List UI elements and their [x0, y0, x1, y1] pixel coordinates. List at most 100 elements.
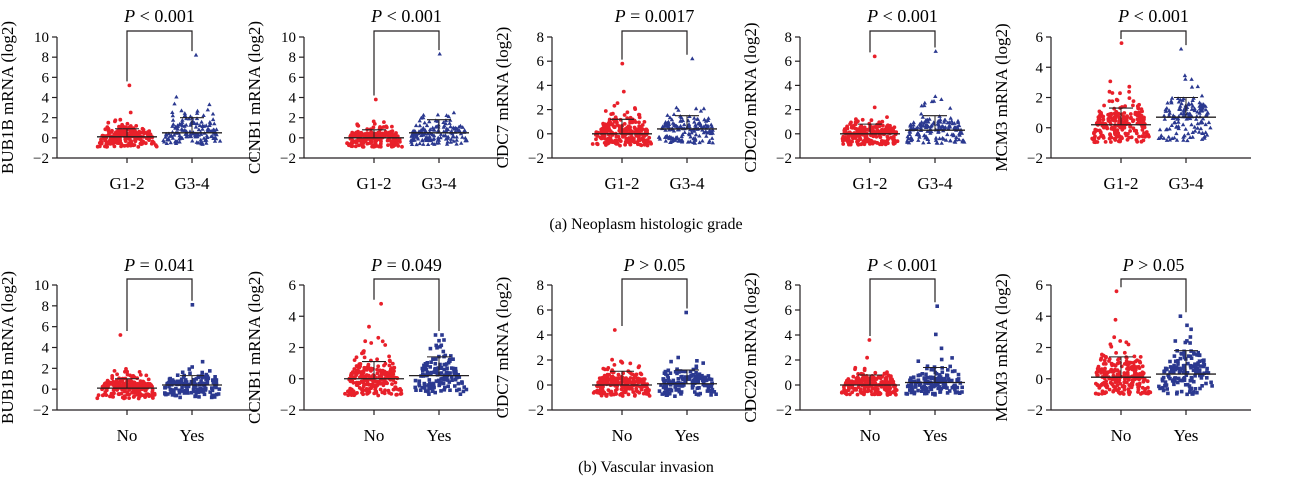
- data-point: [1140, 370, 1145, 375]
- data-point: [1205, 370, 1209, 375]
- plot-b-5: −2 0 2 4 6 No Yes MCM3 mRNA (log2) P > 0.05: [992, 255, 1251, 445]
- data-point: [885, 134, 890, 139]
- data-point: [938, 117, 943, 122]
- data-point: [450, 378, 454, 382]
- data-point: [939, 141, 944, 145]
- data-point: [1198, 364, 1203, 368]
- y-axis-label: CDC7 mRNA (log2): [493, 27, 512, 169]
- y-tick-label: 0: [289, 372, 297, 388]
- data-point: [449, 354, 453, 358]
- data-point: [1139, 107, 1144, 111]
- data-point: [706, 374, 711, 378]
- data-point: [941, 120, 947, 124]
- p-value-label: P = 0.0017: [614, 6, 695, 26]
- data-point: [210, 388, 215, 393]
- data-point: [698, 391, 702, 396]
- data-point: [446, 378, 450, 382]
- data-point: [1189, 356, 1194, 360]
- data-point: [1107, 89, 1112, 94]
- data-point: [1185, 131, 1191, 136]
- data-point: [1197, 110, 1202, 115]
- data-point: [709, 122, 714, 127]
- y-tick-label: 0: [1036, 121, 1044, 137]
- data-point: [939, 97, 944, 101]
- data-point: [193, 124, 199, 129]
- data-point: [449, 366, 454, 370]
- data-point: [1108, 79, 1113, 84]
- data-point: [680, 369, 685, 374]
- data-point: [414, 134, 419, 139]
- data-point: [933, 135, 939, 140]
- data-point: [1119, 41, 1124, 45]
- data-point: [1113, 367, 1117, 372]
- data-point: [421, 142, 426, 146]
- series-G1-2: [345, 97, 404, 149]
- data-point: [182, 111, 187, 115]
- plot-b-1: −2 0 2 4 6 8 10 No Yes BUB1B mRNA (log2) P = 0.041: [0, 255, 257, 445]
- data-point: [361, 384, 366, 389]
- data-point: [168, 387, 173, 392]
- data-point: [180, 385, 184, 390]
- y-tick-label: 10: [34, 30, 49, 46]
- data-point: [1182, 352, 1186, 357]
- data-point: [125, 121, 130, 126]
- data-point: [1185, 392, 1189, 397]
- data-point: [1174, 138, 1180, 142]
- data-point: [197, 395, 201, 399]
- data-point: [1110, 99, 1115, 104]
- data-point: [907, 132, 912, 136]
- data-point: [439, 389, 443, 393]
- data-point: [198, 140, 203, 145]
- data-point: [188, 371, 192, 375]
- data-point: [677, 137, 682, 142]
- data-point: [701, 361, 705, 365]
- data-point: [953, 369, 957, 373]
- data-point: [1198, 386, 1202, 391]
- data-point: [703, 122, 708, 127]
- data-point: [1185, 323, 1189, 328]
- data-point: [373, 97, 378, 102]
- data-point: [1201, 360, 1206, 365]
- data-point: [355, 368, 360, 373]
- data-point: [429, 360, 433, 364]
- data-point: [181, 381, 186, 386]
- data-point: [1199, 93, 1205, 98]
- data-point: [671, 112, 677, 116]
- data-point: [212, 139, 218, 143]
- data-point: [1124, 359, 1129, 363]
- data-point: [167, 380, 171, 385]
- data-point: [383, 361, 388, 366]
- data-point: [444, 113, 449, 117]
- data-point: [634, 372, 639, 377]
- y-tick-label: 4: [785, 328, 793, 344]
- data-point: [841, 142, 846, 146]
- data-point: [714, 392, 718, 396]
- data-point: [884, 376, 888, 380]
- data-point: [1118, 381, 1123, 386]
- significance-bracket: [621, 30, 688, 60]
- data-point: [933, 49, 938, 53]
- data-point: [116, 392, 121, 396]
- data-point: [387, 354, 391, 359]
- data-point: [706, 383, 710, 388]
- data-point: [647, 135, 652, 140]
- data-point: [1112, 106, 1117, 111]
- x-category-label: G1-2: [110, 174, 145, 193]
- data-point: [615, 387, 619, 392]
- data-point: [191, 378, 196, 382]
- data-point: [409, 142, 415, 146]
- data-point: [1192, 351, 1196, 355]
- data-point: [915, 125, 920, 129]
- data-point: [170, 135, 176, 140]
- data-point: [855, 392, 860, 397]
- data-point: [163, 135, 168, 139]
- data-point: [421, 115, 426, 120]
- data-point: [677, 387, 681, 392]
- data-point: [918, 373, 922, 377]
- data-point: [640, 123, 645, 127]
- data-point: [446, 384, 450, 388]
- data-point: [693, 106, 699, 111]
- data-point: [1104, 379, 1108, 384]
- data-point: [1134, 138, 1139, 142]
- data-point: [862, 125, 867, 130]
